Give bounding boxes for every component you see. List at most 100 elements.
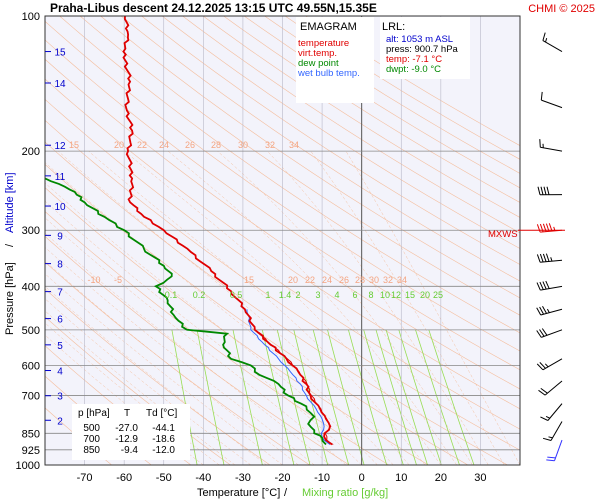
wind-barb xyxy=(536,253,563,263)
dry-adiabat-line xyxy=(45,98,520,430)
wind-barb-flag xyxy=(540,91,543,101)
wind-barb-half-flag xyxy=(545,37,548,43)
level-table-box xyxy=(72,404,190,460)
altitude-tick-label: 6 xyxy=(57,315,63,326)
theta-label: 26 xyxy=(185,140,195,150)
wind-barb xyxy=(539,139,563,152)
wind-barb-flag xyxy=(545,280,550,289)
moist-adiabat-line xyxy=(45,322,220,465)
wind-barb-staff xyxy=(547,403,563,421)
dry-adiabat-line xyxy=(141,16,520,265)
x-axis-separator: / xyxy=(284,487,288,499)
wind-barb xyxy=(542,421,563,441)
wind-barb-flag xyxy=(536,282,541,291)
wind-barb-staff xyxy=(540,146,563,152)
table-cell-t: -9.4 xyxy=(121,445,139,456)
wind-barb-flag xyxy=(539,329,545,337)
mixing-ratio-label: 4 xyxy=(334,290,339,300)
wind-barb-half-flag xyxy=(544,363,549,368)
legend-virt-temp: virt.temp. xyxy=(298,48,337,59)
moist-adiabat-line xyxy=(45,217,346,465)
x-tick-label: -40 xyxy=(195,472,211,484)
series-line-temperature xyxy=(122,16,333,446)
wind-barb-flag xyxy=(537,186,541,195)
copyright: CHMI © 2025 xyxy=(528,3,595,15)
dry-adiabat-line xyxy=(264,16,520,174)
table-cell-t: -12.9 xyxy=(115,434,138,445)
wind-barb-staff xyxy=(540,308,563,316)
mixing-ratio-label: 15 xyxy=(405,290,415,300)
wind-barb-staff xyxy=(540,285,563,291)
moist-adiabat-line xyxy=(45,298,251,465)
altitude-tick-label: 14 xyxy=(54,79,66,90)
wind-barb-flag xyxy=(536,363,544,371)
mixing-ratio-line xyxy=(232,329,263,465)
theta-label: 24 xyxy=(322,275,332,285)
wind-barb xyxy=(536,305,563,316)
wind-barb xyxy=(540,403,563,421)
wind-barb-flag xyxy=(539,281,544,290)
wind-barb-half-flag xyxy=(550,257,553,262)
legend-temperature: temperature xyxy=(298,38,349,49)
lrl-alt: alt: 1053 m ASL xyxy=(386,34,453,45)
x-tick-label: -10 xyxy=(314,472,330,484)
dry-adiabat-line xyxy=(100,16,520,299)
wind-barb-flag xyxy=(539,223,544,233)
altitude-tick-label: 5 xyxy=(57,341,63,352)
wind-barb-flag xyxy=(542,32,546,41)
wind-barb-staff xyxy=(544,380,563,396)
table-header-t: T xyxy=(124,408,130,419)
dry-adiabat-line xyxy=(45,375,152,465)
lrl-dwpt: dwpt: -9.0 °C xyxy=(386,64,441,75)
wind-barb xyxy=(546,439,563,462)
theta-label: -5 xyxy=(114,275,122,285)
table-header-p: p [hPa] xyxy=(78,408,110,419)
dry-adiabat-line xyxy=(45,261,310,465)
wind-barb-staff xyxy=(542,40,563,52)
dry-adiabat-line xyxy=(305,16,520,146)
legend-wet-bulb: wet bulb temp. xyxy=(297,68,360,79)
mixing-ratio-line xyxy=(375,329,417,465)
wind-barb-flag xyxy=(536,330,542,338)
legend-box xyxy=(296,17,374,103)
dry-adiabat-line xyxy=(161,16,520,249)
moist-adiabat-line xyxy=(345,151,520,465)
mixing-ratio-line xyxy=(276,329,311,465)
theta-label: 34 xyxy=(397,275,407,285)
pressure-tick-label: 925 xyxy=(22,445,40,457)
x-tick-label: 10 xyxy=(395,472,407,484)
lrl-press: press: 900.7 hPa xyxy=(386,44,459,55)
dry-adiabat-line xyxy=(45,58,520,390)
dry-adiabat-line xyxy=(45,20,520,352)
wind-barb-staff xyxy=(540,259,563,263)
wind-barb-flag xyxy=(543,186,547,195)
series-line-dew-point xyxy=(45,177,327,446)
wind-barb-flag xyxy=(536,307,542,316)
wind-barb xyxy=(536,223,563,233)
dry-adiabat-line xyxy=(45,187,429,465)
dry-adiabat-line xyxy=(45,288,271,465)
mixing-ratio-label: 20 xyxy=(420,290,430,300)
pressure-tick-label: 400 xyxy=(22,281,40,293)
wind-barb xyxy=(542,32,563,52)
mixing-ratio-line xyxy=(312,329,350,465)
dry-adiabat-line xyxy=(120,16,520,282)
wind-barb-flag xyxy=(545,223,550,232)
pressure-tick-label: 1000 xyxy=(16,460,40,472)
lrl-heading: LRL: xyxy=(382,21,405,33)
x-tick-label: 20 xyxy=(435,472,447,484)
moist-adiabat-line xyxy=(45,260,299,465)
y-axis-secondary-label: Altitude [km] xyxy=(4,172,16,233)
moist-adiabat-line xyxy=(45,286,267,465)
wind-barb-flag xyxy=(542,281,547,290)
wind-barb-flag xyxy=(547,456,556,459)
lrl-temp: temp: -7.1 °C xyxy=(386,54,442,65)
moist-adiabat-line xyxy=(45,162,394,465)
moist-adiabat-line xyxy=(45,310,236,465)
wind-barb-flag xyxy=(539,306,545,315)
wind-barb-staff xyxy=(540,229,563,233)
theta-label: 30 xyxy=(238,140,248,150)
wind-barb-staff xyxy=(554,439,563,461)
theta-label: 32 xyxy=(383,275,393,285)
wind-barb-half-flag xyxy=(546,308,550,313)
